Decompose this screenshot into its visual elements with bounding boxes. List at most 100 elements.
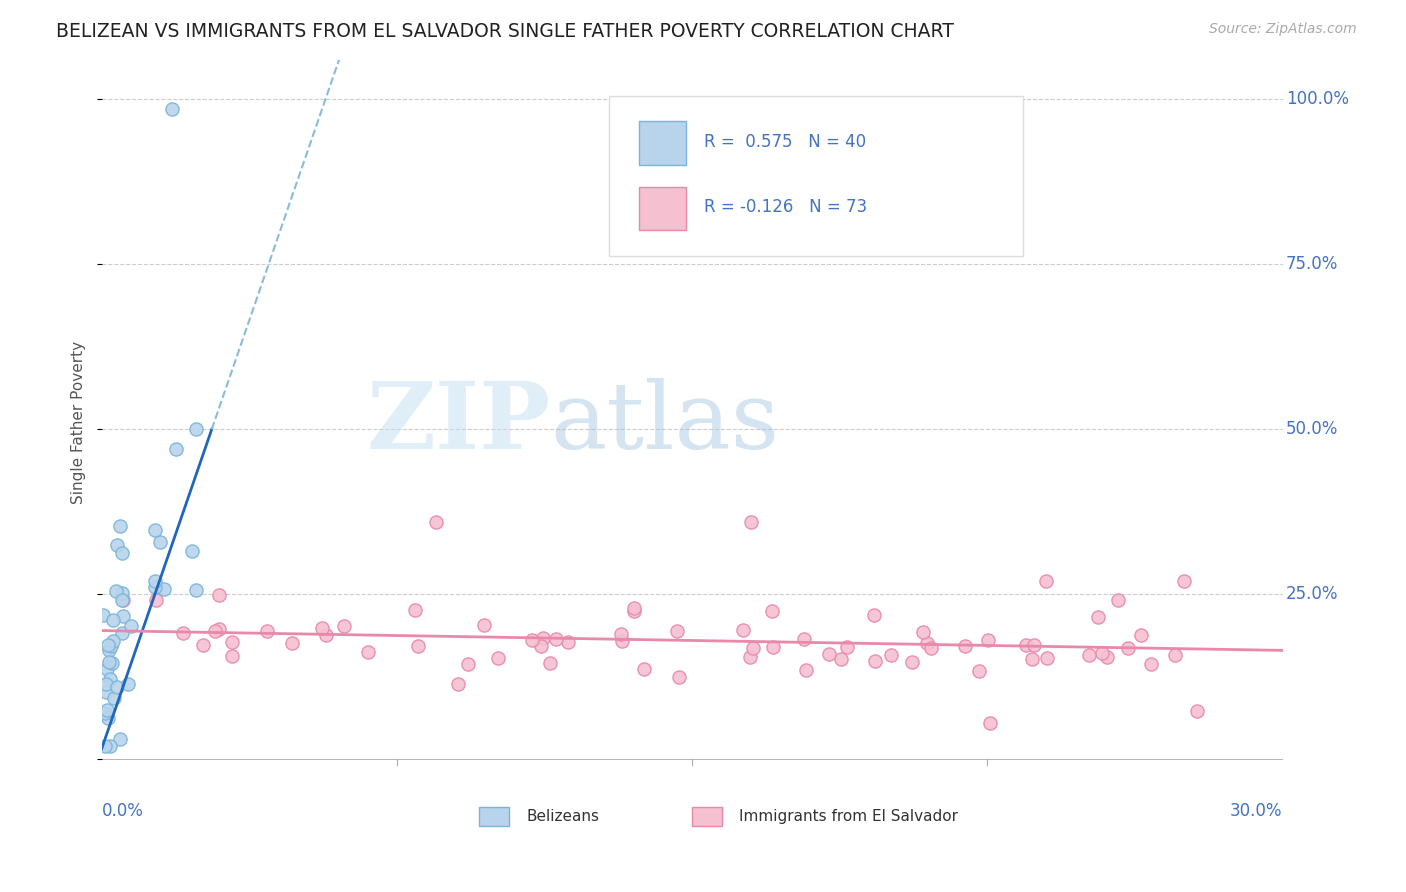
Point (280, 635, 302, 649)
Point (120, 619, 142, 633)
Point (93, 706, 115, 720)
Point (221, 648, 243, 663)
Point (530, 639, 553, 653)
Text: 100.0%: 100.0% (1286, 90, 1350, 108)
Text: R = -0.126   N = 73: R = -0.126 N = 73 (704, 198, 868, 216)
Point (1035, 574, 1057, 588)
Point (111, 626, 134, 640)
Point (447, 677, 470, 691)
Text: 25.0%: 25.0% (1286, 585, 1339, 603)
Text: 0.0%: 0.0% (101, 802, 143, 821)
Point (94, 676, 117, 690)
FancyBboxPatch shape (638, 186, 686, 230)
Point (835, 640, 858, 655)
Point (117, 676, 139, 690)
Point (425, 515, 447, 529)
Point (979, 716, 1001, 731)
Text: ZIP: ZIP (366, 377, 550, 467)
Point (818, 647, 841, 661)
Point (332, 618, 354, 632)
Point (794, 663, 817, 677)
Point (486, 651, 509, 665)
Point (97, 711, 120, 725)
Point (472, 617, 495, 632)
Text: BELIZEAN VS IMMIGRANTS FROM EL SALVADOR SINGLE FATHER POVERTY CORRELATION CHART: BELIZEAN VS IMMIGRANTS FROM EL SALVADOR … (56, 22, 955, 41)
Point (221, 635, 243, 649)
Point (1140, 657, 1163, 671)
Point (920, 640, 942, 655)
Point (955, 640, 977, 654)
Point (97, 655, 120, 669)
Point (162, 102, 184, 116)
Point (98, 642, 121, 657)
Point (531, 631, 554, 645)
Point (172, 625, 194, 640)
Point (208, 622, 231, 636)
Point (741, 641, 763, 656)
Point (96, 702, 118, 716)
Point (105, 538, 128, 552)
Point (623, 601, 645, 615)
Point (100, 639, 122, 653)
Point (731, 623, 754, 637)
Point (665, 624, 688, 638)
Point (830, 652, 852, 666)
Point (96, 663, 118, 677)
Point (762, 640, 785, 654)
Point (1173, 574, 1195, 588)
FancyBboxPatch shape (638, 121, 686, 165)
Text: 75.0%: 75.0% (1286, 255, 1339, 273)
Point (1116, 640, 1139, 655)
Point (111, 593, 134, 607)
Point (557, 634, 579, 648)
Point (145, 593, 167, 607)
Point (180, 544, 202, 558)
Point (165, 442, 187, 456)
Point (184, 422, 207, 436)
Point (111, 609, 134, 624)
Point (357, 645, 380, 659)
Point (103, 614, 125, 628)
Point (1078, 648, 1101, 663)
Y-axis label: Single Father Poverty: Single Father Poverty (72, 341, 86, 504)
Point (110, 518, 132, 533)
Point (1187, 704, 1209, 718)
FancyBboxPatch shape (479, 807, 509, 826)
Point (93, 607, 115, 622)
Text: 30.0%: 30.0% (1230, 802, 1282, 821)
Point (98, 672, 121, 686)
Point (149, 535, 172, 549)
Point (143, 523, 166, 537)
Point (879, 648, 901, 663)
Point (793, 632, 815, 646)
Point (94, 684, 117, 698)
Point (1024, 638, 1046, 652)
Point (1015, 638, 1038, 652)
Point (862, 607, 884, 622)
Point (740, 515, 762, 529)
Point (610, 634, 633, 648)
Point (105, 584, 128, 599)
Point (976, 632, 998, 647)
Point (184, 582, 207, 597)
Point (1021, 651, 1043, 665)
Point (97, 639, 120, 653)
FancyBboxPatch shape (692, 807, 721, 826)
Point (208, 588, 231, 602)
Point (1091, 646, 1114, 660)
Point (110, 586, 132, 600)
Point (915, 636, 938, 650)
Text: Belizeans: Belizeans (527, 809, 600, 824)
Point (1129, 628, 1152, 642)
Point (1087, 609, 1109, 624)
Text: Source: ZipAtlas.com: Source: ZipAtlas.com (1209, 22, 1357, 37)
Point (152, 582, 174, 596)
Text: Immigrants from El Salvador: Immigrants from El Salvador (740, 809, 959, 824)
Point (623, 604, 645, 618)
Point (311, 621, 333, 635)
Point (404, 603, 426, 617)
Point (93, 739, 115, 753)
Point (103, 634, 125, 648)
Point (101, 656, 124, 670)
Point (1035, 651, 1057, 665)
